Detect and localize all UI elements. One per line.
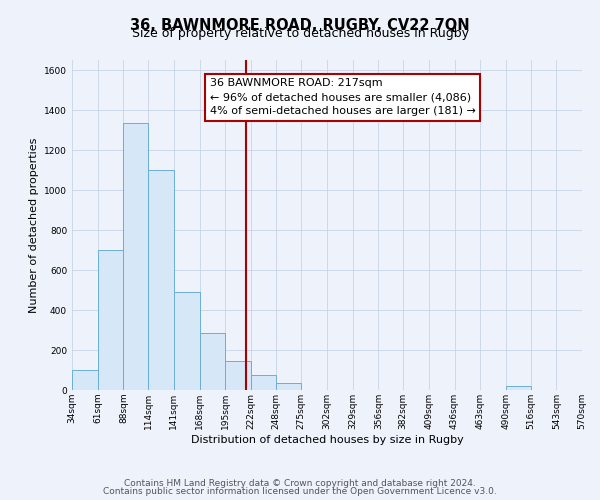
Bar (251, 375, 275, 390)
Bar (225, 361, 251, 390)
Text: Contains HM Land Registry data © Crown copyright and database right 2024.: Contains HM Land Registry data © Crown c… (124, 478, 476, 488)
Bar (275, 383, 301, 390)
Bar (124, 123, 148, 390)
Bar (98, 250, 124, 390)
Text: 36 BAWNMORE ROAD: 217sqm
← 96% of detached houses are smaller (4,086)
4% of semi: 36 BAWNMORE ROAD: 217sqm ← 96% of detach… (210, 78, 476, 116)
Y-axis label: Number of detached properties: Number of detached properties (29, 138, 38, 312)
Bar (148, 170, 174, 390)
Bar (72, 370, 98, 390)
Text: 36, BAWNMORE ROAD, RUGBY, CV22 7QN: 36, BAWNMORE ROAD, RUGBY, CV22 7QN (130, 18, 470, 32)
X-axis label: Distribution of detached houses by size in Rugby: Distribution of detached houses by size … (191, 434, 463, 444)
Bar (506, 386, 530, 390)
Bar (174, 292, 199, 390)
Bar (199, 333, 225, 390)
Text: Contains public sector information licensed under the Open Government Licence v3: Contains public sector information licen… (103, 487, 497, 496)
Text: Size of property relative to detached houses in Rugby: Size of property relative to detached ho… (131, 28, 469, 40)
